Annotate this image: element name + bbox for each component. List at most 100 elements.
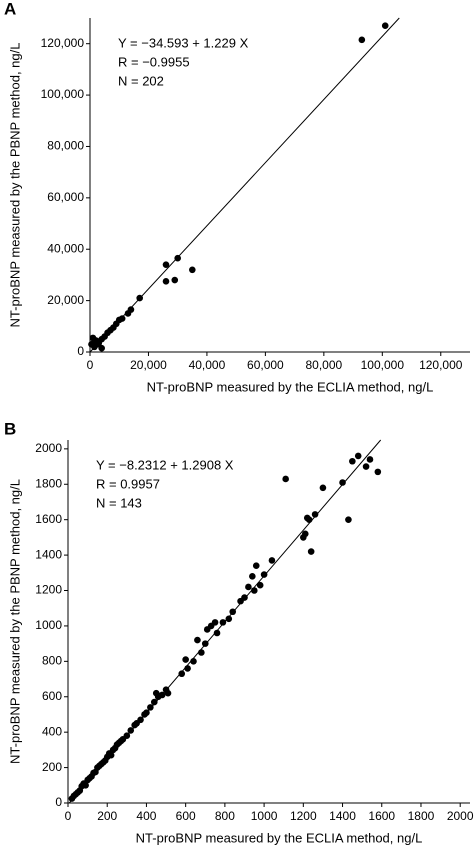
point: [229, 608, 237, 616]
y-tick-label: 1400: [35, 547, 62, 561]
y-tick-label: 200: [42, 760, 62, 774]
point: [349, 457, 356, 465]
annotation: R = 0.9957: [96, 476, 160, 491]
point: [171, 276, 179, 284]
point: [150, 698, 158, 706]
point: [219, 619, 227, 626]
point: [256, 581, 264, 589]
point: [198, 649, 205, 656]
point: [307, 548, 315, 555]
y-tick-label: 1600: [35, 512, 62, 526]
point: [82, 781, 89, 789]
point: [305, 516, 313, 523]
point: [241, 594, 248, 601]
point: [123, 732, 131, 740]
point: [282, 475, 289, 483]
annotation: N = 202: [118, 73, 164, 88]
x-tick-label: 1600: [368, 809, 395, 823]
annotation: Y = −8.2312 + 1.2908 X: [96, 457, 234, 472]
point: [301, 530, 309, 538]
point: [213, 629, 221, 637]
point: [311, 511, 319, 518]
point: [201, 640, 209, 647]
x-tick-label: 1800: [408, 809, 435, 823]
x-tick-label: 1400: [329, 809, 356, 823]
x-tick-label: 60,000: [247, 358, 284, 372]
point: [260, 571, 268, 578]
y-tick-label: 60,000: [47, 190, 84, 204]
point: [107, 751, 115, 759]
y-tick-label: 0: [55, 795, 62, 809]
point: [250, 587, 258, 594]
point: [194, 636, 201, 644]
x-axis-title: NT-proBNP measured by the ECLIA method, …: [147, 379, 434, 394]
y-tick-label: 1200: [35, 583, 62, 597]
y-tick-label: 600: [42, 689, 62, 703]
point: [374, 468, 382, 476]
point: [249, 573, 256, 580]
x-tick-label: 40,000: [189, 358, 226, 372]
point: [158, 691, 166, 699]
point: [381, 22, 389, 30]
point: [358, 36, 366, 44]
point: [225, 615, 233, 623]
x-tick-label: 800: [215, 809, 235, 823]
point: [339, 479, 346, 486]
x-tick-label: 200: [97, 809, 117, 823]
y-tick-label: 800: [42, 654, 62, 668]
point: [127, 306, 135, 313]
point: [366, 456, 374, 463]
point: [143, 709, 150, 716]
point: [91, 338, 98, 346]
annotation: N = 143: [96, 495, 142, 510]
point: [362, 463, 370, 470]
point: [164, 689, 172, 697]
point: [118, 315, 126, 322]
annotation: R = −0.9955: [118, 54, 190, 69]
point: [174, 254, 181, 262]
point: [162, 261, 170, 268]
point: [184, 665, 191, 672]
x-tick-label: 600: [176, 809, 196, 823]
point: [252, 562, 260, 570]
point: [245, 583, 252, 591]
x-tick-label: 120,000: [419, 358, 463, 372]
point: [98, 344, 105, 352]
x-tick-label: 400: [136, 809, 156, 823]
point: [178, 670, 186, 678]
point: [162, 278, 170, 285]
panel-label: B: [4, 419, 16, 438]
point: [354, 452, 362, 460]
x-tick-label: 20,000: [130, 358, 167, 372]
x-tick-label: 0: [87, 358, 94, 372]
y-tick-label: 120,000: [41, 36, 85, 50]
point: [190, 658, 197, 665]
panel-label: A: [4, 0, 16, 18]
point: [127, 727, 135, 734]
y-tick-label: 400: [42, 724, 62, 738]
y-axis-title: NT-proBNP measured by the PBNP method, n…: [7, 43, 22, 328]
point: [319, 484, 327, 492]
point: [211, 619, 219, 626]
x-axis-title: NT-proBNP measured by the ECLIA method, …: [136, 830, 423, 845]
y-tick-label: 0: [77, 344, 84, 358]
y-tick-label: 1000: [35, 618, 62, 632]
x-tick-label: 80,000: [305, 358, 342, 372]
y-tick-label: 2000: [35, 441, 62, 455]
x-tick-label: 0: [65, 809, 72, 823]
x-tick-label: 100,000: [361, 358, 405, 372]
y-tick-label: 80,000: [47, 139, 84, 153]
y-tick-label: 1800: [35, 476, 62, 490]
point: [268, 557, 276, 564]
point: [182, 656, 189, 663]
y-tick-label: 40,000: [47, 241, 84, 255]
x-tick-label: 2000: [447, 809, 474, 823]
point: [189, 266, 196, 274]
y-axis-title: NT-proBNP measured by the PBNP method, n…: [7, 479, 22, 764]
x-tick-label: 1200: [290, 809, 317, 823]
x-tick-label: 1000: [251, 809, 278, 823]
y-tick-label: 100,000: [41, 87, 85, 101]
point: [136, 294, 143, 302]
point: [147, 704, 154, 711]
